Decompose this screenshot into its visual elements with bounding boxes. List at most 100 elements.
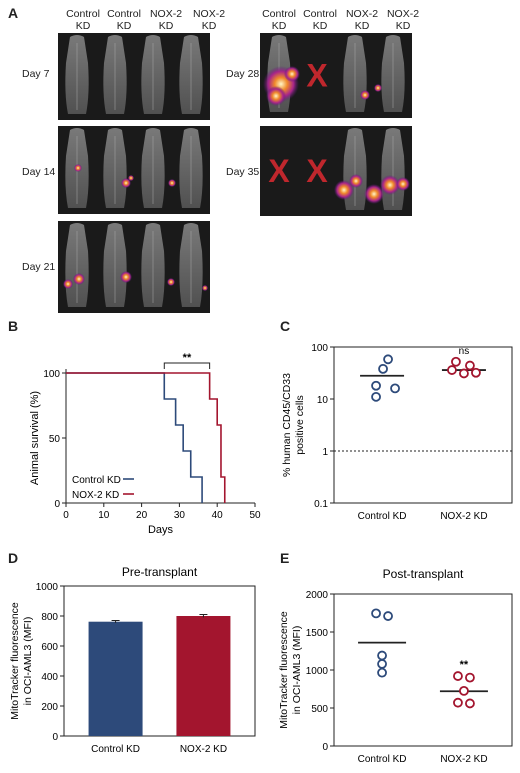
d-bar-1 (176, 616, 231, 736)
pre-transplant-chart: Pre-transplant 0 200 400 600 800 1000 MitoTrack… (9, 565, 256, 755)
d-frame (63, 585, 256, 737)
signal-day28-4 (374, 84, 382, 92)
b-xtick-label-0: 0 (63, 510, 69, 521)
e-point-0-2 (377, 650, 387, 661)
signal-day21-0 (63, 279, 73, 289)
dead-marker-day35-1: X (306, 153, 328, 189)
e-point-0-3 (377, 659, 387, 669)
c-point-0-0 (383, 354, 393, 365)
right-col-header-2: NOX-2 KD (345, 8, 379, 32)
c-annotation: ns (459, 346, 470, 357)
e-significance: ** (460, 659, 469, 671)
dead-marker-day28-1: X (306, 58, 328, 94)
panel-c-letter: C (280, 318, 291, 334)
b-series-0 (66, 372, 203, 503)
b-series-1 (66, 372, 226, 503)
panel-e-letter: E (280, 550, 290, 566)
b-bracket (163, 362, 211, 369)
e-ytick-label-2000: 2000 (306, 590, 329, 601)
e-category-1: NOX-2 KD (440, 754, 487, 765)
b-significance: ** (183, 352, 192, 364)
signal-day14-3 (128, 175, 134, 181)
signal-day21-3 (167, 278, 175, 286)
left-col-header-3: NOX-2 KD (192, 8, 226, 32)
e-point-1-1 (465, 672, 475, 683)
signal-day35-3 (380, 175, 400, 195)
c-point-1-4 (459, 368, 469, 379)
c-y-label-1: % human CD45/CD33 (281, 373, 293, 477)
c-point-1-2 (447, 365, 457, 375)
b-ytick-label-0: 0 (54, 499, 60, 510)
e-point-1-4 (465, 698, 475, 709)
b-xtick-label-20: 20 (136, 510, 148, 521)
panel-d-letter: D (8, 550, 19, 566)
day-label-35: Day 35 (226, 166, 260, 178)
e-y-label-2: in OCI-AML3 (MFI) (291, 626, 303, 715)
b-xtick-label-50: 50 (249, 510, 261, 521)
b-xtick-label-30: 30 (174, 510, 186, 521)
e-point-1-3 (453, 697, 463, 708)
e-ytick-label-500: 500 (311, 704, 328, 715)
e-point-0-1 (383, 611, 393, 621)
e-point-0-4 (377, 667, 387, 678)
e-ytick-label-1000: 1000 (306, 666, 329, 677)
signal-day14-2 (168, 179, 176, 187)
day-label-28: Day 28 (226, 68, 260, 80)
signal-day28-2 (284, 66, 300, 82)
d-category-0: Control KD (91, 744, 140, 755)
signal-day35-2 (364, 184, 384, 204)
left-col-header-2: NOX-2 KD (149, 8, 183, 32)
e-ytick-label-0: 0 (322, 742, 328, 753)
d-title: Pre-transplant (122, 565, 198, 579)
signal-day14-0 (74, 164, 82, 172)
panel-a-letter: A (8, 5, 19, 21)
survival-chart: 0 50 100 0 10 20 30 40 50 Days Animal survival (%)… (29, 352, 261, 536)
c-point-0-4 (371, 391, 381, 402)
bioluminescence-images: XX X (58, 33, 412, 313)
b-ytick-label-50: 50 (49, 434, 61, 445)
right-col-header-0: Control KD (262, 8, 296, 32)
right-col-header-1: Control KD (303, 8, 337, 32)
b-ytick-label-100: 100 (43, 369, 60, 380)
c-category-1: NOX-2 KD (440, 511, 487, 522)
e-point-1-0 (453, 671, 463, 681)
c-frame (333, 346, 513, 504)
c-point-0-1 (378, 363, 388, 374)
b-xtick-label-40: 40 (212, 510, 224, 521)
c-ytick-label-0.1: 0.1 (314, 499, 328, 510)
e-title: Post-transplant (383, 567, 464, 581)
d-ytick-label-200: 200 (41, 702, 58, 713)
c-ytick-label-10: 10 (317, 395, 329, 406)
c-point-1-0 (451, 356, 461, 367)
d-bar-0 (88, 621, 143, 736)
d-category-1: NOX-2 KD (180, 744, 227, 755)
d-ytick-label-0: 0 (52, 732, 58, 743)
signal-day21-2 (120, 271, 132, 283)
b-x-label: Days (148, 524, 174, 536)
e-point-1-2 (459, 685, 469, 696)
post-transplant-chart: Post-transplant 0 500 1000 1500 2000 MitoTrack… (278, 567, 513, 765)
c-ytick-label-100: 100 (311, 343, 328, 354)
signal-day35-1 (349, 174, 363, 188)
dead-marker-day35-0: X (268, 153, 290, 189)
e-category-0: Control KD (358, 754, 407, 765)
e-frame (333, 593, 513, 747)
signal-day21-4 (202, 285, 208, 291)
c-point-0-3 (371, 380, 381, 391)
e-point-0-0 (371, 608, 381, 619)
c-point-1-3 (471, 367, 481, 378)
d-ytick-label-400: 400 (41, 672, 58, 683)
d-ytick-label-1000: 1000 (36, 582, 59, 593)
left-col-header-1: Control KD (107, 8, 141, 32)
c-y-label-2: positive cells (294, 395, 306, 455)
signal-day21-1 (73, 273, 85, 285)
signal-day28-3 (360, 90, 370, 100)
signal-day28-1 (266, 86, 286, 106)
c-ytick-label-1: 1 (322, 447, 328, 458)
b-legend-label-1: NOX-2 KD (72, 490, 119, 501)
engraftment-chart: 0.1 1 10 100 % human CD45/CD33 positive cells… (281, 343, 513, 522)
b-legend-label-0: Control KD (72, 475, 121, 486)
b-y-label: Animal survival (%) (29, 391, 41, 485)
d-y-label-1: MitoTracker fluorescence (9, 602, 21, 720)
signal-day14-1 (121, 178, 131, 188)
